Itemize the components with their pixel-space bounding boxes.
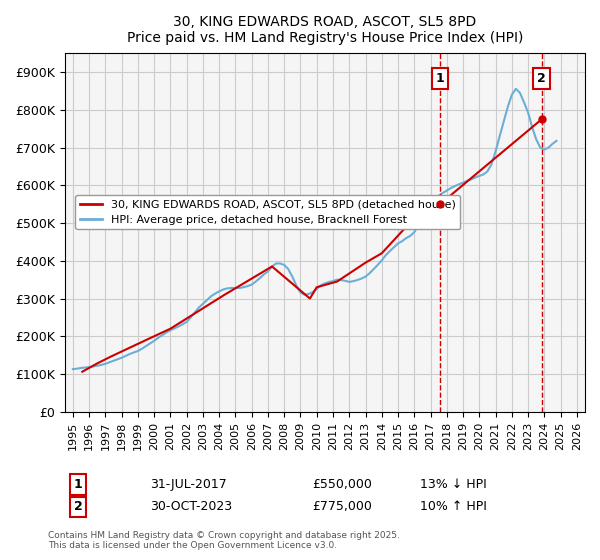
Text: 30-OCT-2023: 30-OCT-2023 — [150, 500, 232, 514]
Text: 1: 1 — [74, 478, 82, 491]
Text: 10% ↑ HPI: 10% ↑ HPI — [420, 500, 487, 514]
Text: 1: 1 — [436, 72, 445, 85]
Text: 2: 2 — [537, 72, 546, 85]
Title: 30, KING EDWARDS ROAD, ASCOT, SL5 8PD
Price paid vs. HM Land Registry's House Pr: 30, KING EDWARDS ROAD, ASCOT, SL5 8PD Pr… — [127, 15, 523, 45]
Text: £775,000: £775,000 — [312, 500, 372, 514]
Text: 13% ↓ HPI: 13% ↓ HPI — [420, 478, 487, 491]
Text: 2: 2 — [74, 500, 82, 514]
Text: 31-JUL-2017: 31-JUL-2017 — [150, 478, 227, 491]
Text: Contains HM Land Registry data © Crown copyright and database right 2025.
This d: Contains HM Land Registry data © Crown c… — [48, 530, 400, 550]
Legend: 30, KING EDWARDS ROAD, ASCOT, SL5 8PD (detached house), HPI: Average price, deta: 30, KING EDWARDS ROAD, ASCOT, SL5 8PD (d… — [76, 195, 460, 230]
Text: £550,000: £550,000 — [312, 478, 372, 491]
